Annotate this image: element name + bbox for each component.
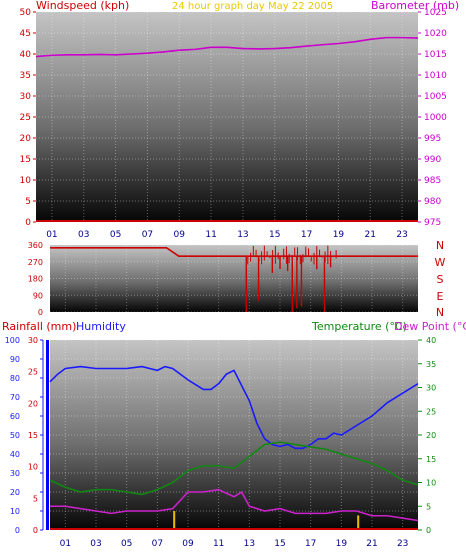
- rainfall-tick-label: 5: [33, 494, 38, 503]
- humidity-tick-label: 20: [10, 488, 20, 497]
- temperature-tick-label: 30: [426, 384, 436, 393]
- direction-tick-label: 270: [28, 258, 43, 267]
- compass-label-n: N: [436, 306, 444, 319]
- bottom-x-tick-label: 01: [60, 539, 71, 549]
- rainfall-bar: [173, 511, 176, 530]
- barometer-tick-label: 995: [424, 134, 441, 144]
- rainfall-tick-label: 10: [28, 463, 38, 472]
- barometer-tick-label: 1010: [424, 71, 447, 81]
- bottom-x-tick-label: 15: [274, 539, 285, 549]
- windspeed-tick-label: 20: [20, 134, 32, 144]
- bottom-x-tick-label: 05: [121, 539, 132, 549]
- barometer-tick-label: 975: [424, 218, 441, 228]
- bottom-x-tick-label: 21: [366, 539, 377, 549]
- bottom-x-tick-label: 11: [213, 539, 224, 549]
- compass-label-n: N: [436, 239, 444, 252]
- humidity-tick-label: 90: [10, 355, 20, 364]
- barometer-tick-label: 1005: [424, 92, 447, 102]
- barometer-axis-title: Barometer (mb): [371, 0, 459, 12]
- humidity-tick-label: 80: [10, 374, 20, 383]
- humidity-tick-label: 100: [5, 336, 20, 345]
- rainfall-tick-label: 20: [28, 399, 38, 408]
- temperature-tick-label: 20: [426, 431, 436, 440]
- top-x-tick-label: 07: [142, 230, 153, 240]
- humidity-tick-label: 70: [10, 393, 20, 402]
- top-x-tick-label: 05: [110, 230, 121, 240]
- humidity-tick-label: 60: [10, 412, 20, 421]
- rainfall-tick-label: 15: [28, 431, 38, 440]
- temperature-tick-label: 0: [426, 526, 431, 535]
- top-x-tick-label: 23: [396, 230, 407, 240]
- windspeed-tick-label: 30: [20, 92, 32, 102]
- windspeed-tick-label: 5: [25, 197, 31, 207]
- temperature-line: [49, 441, 419, 496]
- top-x-tick-label: 01: [46, 230, 57, 240]
- windspeed-tick-label: 40: [20, 50, 32, 60]
- rainfall-bar: [357, 515, 360, 530]
- bottom-x-tick-label: 13: [244, 539, 255, 549]
- windspeed-tick-label: 45: [20, 29, 31, 39]
- top-x-tick-label: 13: [237, 230, 248, 240]
- humidity-axis-title: Humidity: [76, 320, 126, 333]
- direction-tick-label: 90: [33, 291, 43, 300]
- temperature-tick-label: 10: [426, 479, 436, 488]
- bottom-x-tick-label: 17: [305, 539, 316, 549]
- compass-label-e: E: [437, 290, 444, 303]
- direction-tick-label: 0: [38, 308, 43, 317]
- temperature-tick-label: 5: [426, 502, 431, 511]
- compass-label-w: W: [435, 256, 446, 269]
- humidity-tick-label: 40: [10, 450, 20, 459]
- temperature-tick-label: 35: [426, 360, 436, 369]
- barometer-tick-label: 1015: [424, 50, 447, 60]
- barometer-tick-label: 1025: [424, 8, 447, 18]
- temperature-tick-label: 25: [426, 407, 436, 416]
- barometer-tick-label: 985: [424, 176, 441, 186]
- windspeed-tick-label: 50: [20, 8, 32, 18]
- temperature-tick-label: 15: [426, 455, 436, 464]
- rainfall-tick-label: 0: [33, 526, 38, 535]
- bottom-x-tick-label: 09: [182, 539, 194, 549]
- top-x-tick-label: 11: [205, 230, 216, 240]
- bottom-x-tick-label: 03: [90, 539, 101, 549]
- humidity-tick-label: 30: [10, 469, 20, 478]
- dewpoint-axis-title: Dew Point (°C): [394, 320, 466, 333]
- top-x-tick-label: 17: [301, 230, 312, 240]
- dewpoint-line: [50, 488, 419, 522]
- temperature-axis-title: Temperature (°C): [311, 320, 407, 333]
- windspeed-tick-label: 0: [25, 218, 31, 228]
- windspeed-tick-label: 35: [20, 71, 31, 81]
- windspeed-axis-title: Windspeed (kph): [36, 0, 129, 12]
- barometer-tick-label: 990: [424, 155, 441, 165]
- humidity-line: [49, 365, 419, 450]
- bottom-x-tick-label: 19: [336, 539, 348, 549]
- humidity-tick-label: 0: [15, 526, 20, 535]
- windspeed-tick-label: 15: [20, 155, 31, 165]
- chart-subtitle: 24 hour graph day May 22 2005: [172, 1, 333, 12]
- temperature-tick-label: 40: [426, 336, 436, 345]
- humidity-tick-label: 10: [10, 507, 20, 516]
- top-x-tick-label: 21: [365, 230, 376, 240]
- direction-tick-label: 360: [28, 241, 43, 250]
- barometer-tick-label: 980: [424, 197, 441, 207]
- bottom-x-tick-label: 07: [152, 539, 163, 549]
- humidity-tick-label: 50: [10, 431, 20, 440]
- compass-label-s: S: [437, 273, 444, 286]
- rainfall-tick-label: 30: [28, 336, 38, 345]
- windspeed-tick-label: 10: [20, 176, 32, 186]
- bottom-x-tick-label: 23: [397, 539, 408, 549]
- direction-line: [50, 246, 418, 257]
- rain-axis-bar: [46, 340, 49, 530]
- direction-tick-label: 180: [28, 275, 43, 284]
- barometer-tick-label: 1020: [424, 29, 447, 39]
- top-x-tick-label: 03: [78, 230, 89, 240]
- barometer-tick-label: 1000: [424, 113, 447, 123]
- top-x-tick-label: 19: [333, 230, 345, 240]
- top-x-tick-label: 09: [174, 230, 186, 240]
- top-x-tick-label: 15: [269, 230, 280, 240]
- windspeed-tick-label: 25: [20, 113, 31, 123]
- barometer-line: [35, 36, 419, 58]
- rainfall-axis-title: Rainfall (mm): [2, 320, 76, 333]
- rainfall-tick-label: 25: [28, 368, 38, 377]
